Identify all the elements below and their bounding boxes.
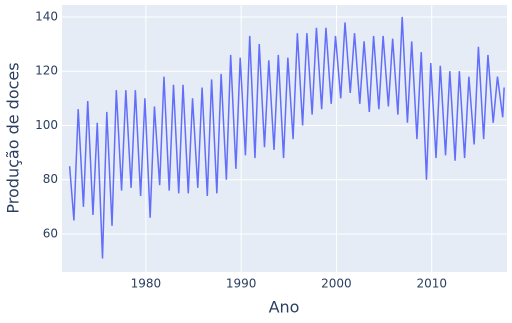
x-tick-label: 1980 xyxy=(131,277,162,291)
y-axis-title: Produção de doces xyxy=(4,62,23,213)
line-series xyxy=(68,16,505,259)
y-tick-label: 60 xyxy=(43,227,58,241)
x-tick-label: 2010 xyxy=(416,277,447,291)
x-tick-label: 1990 xyxy=(226,277,257,291)
x-axis-title: Ano xyxy=(269,298,300,317)
y-tick-label: 140 xyxy=(35,9,58,23)
y-tick-label: 120 xyxy=(35,64,58,78)
marks xyxy=(68,16,505,259)
y-tick-label: 100 xyxy=(35,118,58,132)
y-tick-label: 80 xyxy=(43,172,58,186)
x-tick-label: 2000 xyxy=(321,277,352,291)
